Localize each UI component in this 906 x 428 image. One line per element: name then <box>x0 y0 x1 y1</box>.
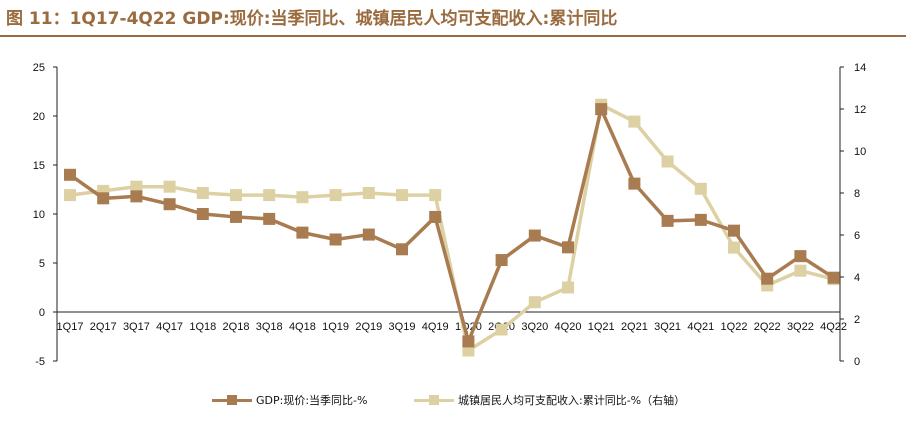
x-tick-label: 3Q22 <box>787 321 814 333</box>
x-tick-label: 1Q22 <box>721 321 748 333</box>
data-point-income <box>728 241 740 254</box>
data-point-gdp <box>827 271 840 284</box>
x-tick-label: 3Q19 <box>389 321 416 333</box>
title-rule <box>0 35 906 37</box>
data-point-income <box>628 115 641 128</box>
data-point-income <box>362 187 375 199</box>
data-point-income <box>163 180 176 193</box>
right-tick-label: 6 <box>854 230 860 242</box>
data-point-income <box>263 189 276 202</box>
data-point-income <box>296 191 309 204</box>
data-point-income <box>794 264 807 277</box>
right-tick-label: 4 <box>854 272 860 284</box>
legend-item-income: 城镇居民人均可支配收入:累计同比-%（右轴） <box>414 392 685 408</box>
x-tick-label: 4Q21 <box>687 321 714 333</box>
data-point-income <box>661 155 674 168</box>
x-tick-label: 4Q20 <box>555 321 582 333</box>
data-point-gdp <box>196 208 209 220</box>
data-point-income <box>64 189 76 202</box>
data-point-gdp <box>462 335 475 348</box>
data-point-gdp <box>163 198 176 211</box>
right-tick-label: 0 <box>854 356 860 368</box>
right-tick-label: 2 <box>854 314 860 326</box>
x-tick-label: 1Q17 <box>57 321 84 333</box>
data-point-income <box>528 296 541 309</box>
data-point-gdp <box>64 168 76 181</box>
data-point-income <box>694 182 707 195</box>
data-point-income <box>230 189 242 202</box>
data-point-gdp <box>595 103 608 116</box>
data-point-gdp <box>694 213 707 226</box>
chart-title: 图 11：1Q17-4Q22 GDP:现价:当季同比、城镇居民人均可支配收入:累… <box>6 9 618 29</box>
left-tick-label: 5 <box>39 258 45 270</box>
data-point-gdp <box>495 254 508 267</box>
x-tick-label: 2Q17 <box>90 321 117 333</box>
data-point-gdp <box>296 226 309 239</box>
data-point-gdp <box>728 224 740 237</box>
left-tick-label: -5 <box>35 356 45 368</box>
x-tick-label: 2Q22 <box>754 321 781 333</box>
data-point-income <box>462 344 475 357</box>
legend-label-income: 城镇居民人均可支配收入:累计同比-%（右轴） <box>458 394 686 407</box>
x-tick-label: 2Q18 <box>223 321 250 333</box>
x-tick-label: 3Q18 <box>256 321 283 333</box>
series-layer <box>64 98 840 357</box>
left-tick-label: 15 <box>33 160 45 172</box>
data-point-gdp <box>562 241 574 254</box>
x-tick-label: 4Q22 <box>820 321 847 333</box>
left-tick-label: 0 <box>39 307 45 319</box>
x-tick-label: 4Q19 <box>422 321 449 333</box>
axes: -5 0 5 10 15 20 25 0 2 4 6 8 10 12 14 1Q17 2Q17 3Q17 4Q17 1… <box>33 62 867 368</box>
right-tick-label: 14 <box>854 62 866 74</box>
legend-swatch-gdp <box>212 395 252 405</box>
legend: GDP:现价:当季同比-% 城镇居民人均可支配收入:累计同比-%（右轴） <box>0 388 906 410</box>
legend-label-gdp: GDP:现价:当季同比-% <box>256 394 368 407</box>
x-tick-label: 4Q18 <box>289 321 316 333</box>
right-tick-label: 10 <box>854 146 866 158</box>
x-tick-label: 3Q20 <box>521 321 548 333</box>
left-tick-label: 10 <box>33 209 45 221</box>
data-point-gdp <box>362 228 375 241</box>
x-tick-label: 3Q21 <box>654 321 681 333</box>
x-tick-label: 2Q19 <box>355 321 382 333</box>
data-point-gdp <box>230 210 242 223</box>
data-point-income <box>429 189 442 202</box>
x-tick-label: 2Q21 <box>621 321 648 333</box>
data-point-gdp <box>628 177 641 190</box>
data-point-income <box>130 180 143 193</box>
legend-swatch-income <box>414 395 454 405</box>
data-point-income <box>196 187 209 199</box>
data-point-income <box>495 323 508 336</box>
x-tick-label: 4Q17 <box>156 321 183 333</box>
data-point-gdp <box>396 243 408 256</box>
right-tick-label: 8 <box>854 188 860 200</box>
data-point-gdp <box>429 210 442 223</box>
legend-item-gdp: GDP:现价:当季同比-% <box>212 392 367 408</box>
right-tick-label: 12 <box>854 104 866 116</box>
x-tick-label: 1Q18 <box>189 321 216 333</box>
left-tick-label: 20 <box>33 111 45 123</box>
data-point-gdp <box>130 190 143 203</box>
x-tick-label: 1Q21 <box>588 321 615 333</box>
data-point-gdp <box>661 214 674 227</box>
left-tick-label: 25 <box>33 62 45 74</box>
series-line-income <box>69 103 835 353</box>
data-point-gdp <box>329 233 342 246</box>
x-tick-label: 1Q19 <box>322 321 349 333</box>
data-point-income <box>396 189 408 202</box>
data-point-gdp <box>794 250 807 263</box>
series-line-gdp <box>68 107 835 344</box>
data-point-gdp <box>761 272 774 285</box>
data-point-gdp <box>263 212 276 225</box>
data-point-income <box>562 281 574 294</box>
data-point-gdp <box>97 192 110 205</box>
data-point-income <box>329 189 342 202</box>
x-tick-label: 3Q17 <box>123 321 150 333</box>
data-point-gdp <box>528 229 541 242</box>
